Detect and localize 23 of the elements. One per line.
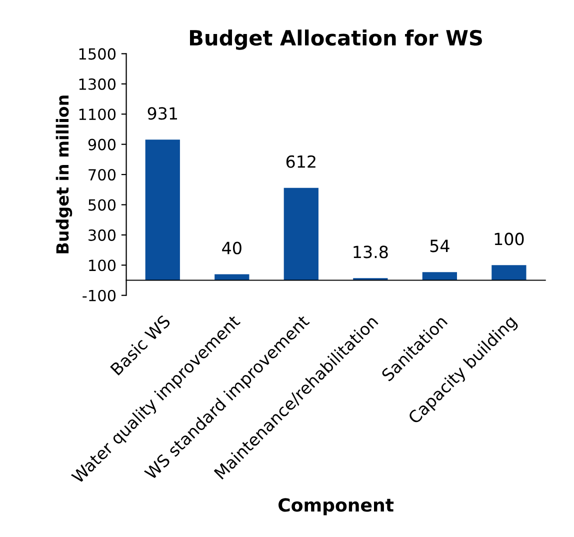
- y-tick-label: 900: [88, 138, 116, 150]
- y-tick-label: 100: [89, 260, 116, 272]
- y-tick-label: 1100: [79, 108, 116, 120]
- x-axis-title: Component: [278, 498, 394, 516]
- y-axis-title: Budget in million: [56, 96, 72, 254]
- bar: [284, 188, 318, 280]
- data-label: 100: [494, 232, 524, 246]
- bar: [422, 272, 457, 280]
- data-label: 13.8: [354, 246, 388, 258]
- data-label: 40: [222, 242, 242, 254]
- y-tick-label: 1500: [79, 48, 116, 60]
- bar: [492, 265, 526, 280]
- bar: [214, 274, 250, 280]
- chart-title: Budget Allocation for WS: [190, 30, 482, 50]
- y-tick-label: -100: [82, 290, 116, 302]
- bar: [145, 140, 180, 280]
- y-tick-label: 700: [88, 168, 116, 181]
- data-label: 54: [430, 240, 450, 252]
- data-label: 931: [148, 107, 178, 120]
- y-tick-label: 1300: [79, 78, 116, 90]
- y-tick-label: 300: [88, 229, 116, 241]
- data-label: 612: [286, 155, 316, 168]
- y-tick-label: 500: [88, 199, 116, 211]
